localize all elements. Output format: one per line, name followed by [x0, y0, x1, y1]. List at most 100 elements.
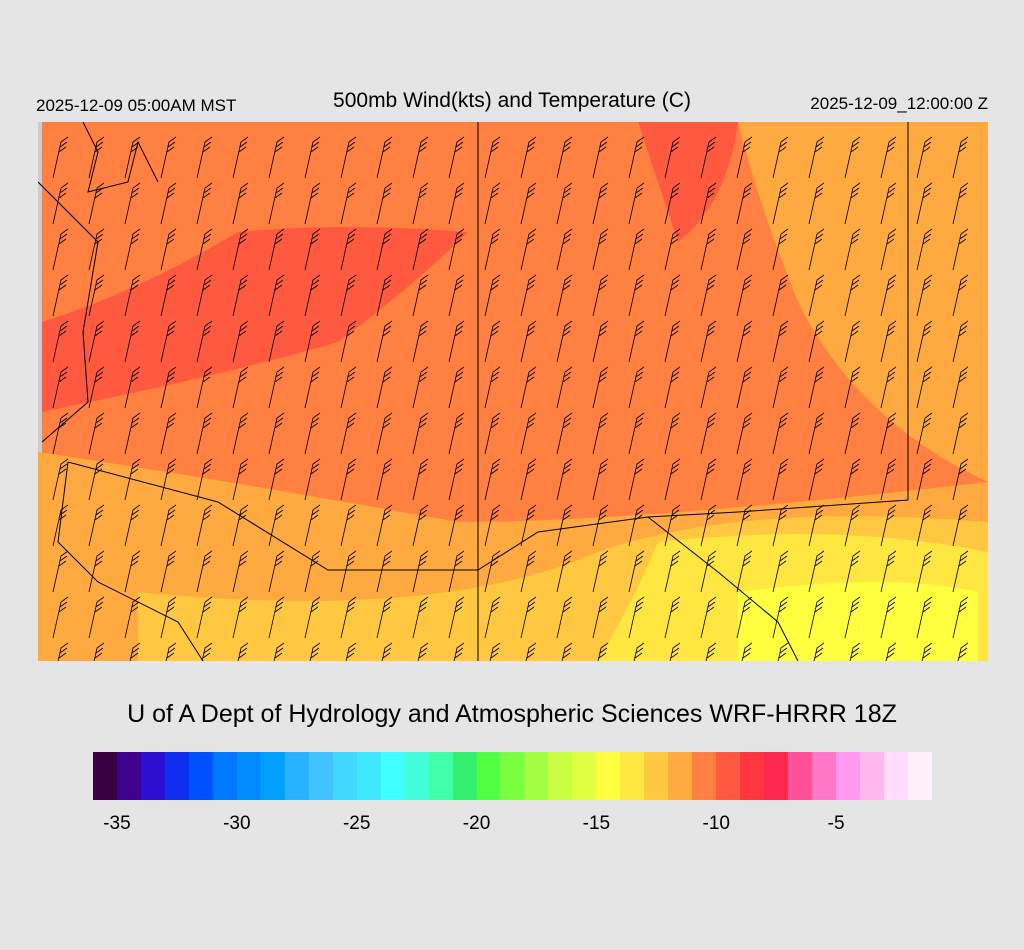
- wind-barb: [160, 458, 177, 501]
- wind-barb: [520, 228, 537, 271]
- wind-barb: [880, 228, 897, 271]
- wind-barb: [844, 320, 861, 363]
- wind-barb: [700, 504, 717, 547]
- wind-barb: [592, 366, 609, 409]
- wind-barb: [628, 228, 645, 271]
- wind-barb: [664, 136, 681, 179]
- colorbar-cell: [428, 752, 453, 800]
- wind-barb: [304, 228, 321, 271]
- wind-barb: [952, 412, 969, 455]
- wind-barb: [124, 504, 141, 547]
- wind-barb: [525, 642, 537, 661]
- wind-barb: [160, 274, 177, 317]
- wind-barb: [268, 366, 285, 409]
- wind-barb: [556, 366, 573, 409]
- wind-barb: [304, 550, 321, 593]
- wind-barb: [592, 504, 609, 547]
- wind-barb: [880, 274, 897, 317]
- wind-barb: [664, 320, 681, 363]
- wind-barb: [556, 228, 573, 271]
- wind-barb: [268, 136, 285, 179]
- wind-barb: [196, 366, 213, 409]
- wind-barb: [844, 274, 861, 317]
- wind-barb: [700, 274, 717, 317]
- wind-barb: [268, 504, 285, 547]
- wind-barb: [916, 596, 933, 639]
- wind-barb: [412, 504, 429, 547]
- colorbar-cell: [596, 752, 621, 800]
- wind-barb: [952, 458, 969, 501]
- wind-barb: [484, 366, 501, 409]
- wind-barb: [880, 550, 897, 593]
- wind-barb: [448, 182, 465, 225]
- wind-barb: [844, 228, 861, 271]
- wind-barb: [484, 228, 501, 271]
- wind-barb: [88, 550, 105, 593]
- wind-barb: [196, 320, 213, 363]
- colorbar-cell: [356, 752, 381, 800]
- wind-barb: [520, 458, 537, 501]
- wind-barb: [736, 274, 753, 317]
- colorbar: [93, 752, 932, 800]
- wind-barb: [520, 504, 537, 547]
- wind-barb: [952, 366, 969, 409]
- wind-barb: [808, 596, 825, 639]
- wind-barb: [273, 642, 285, 661]
- colorbar-cell: [236, 752, 261, 800]
- colorbar-cell: [524, 752, 549, 800]
- wind-barb: [808, 228, 825, 271]
- wind-barb: [412, 458, 429, 501]
- colorbar-cell: [668, 752, 693, 800]
- wind-barb: [880, 182, 897, 225]
- wind-barb: [664, 228, 681, 271]
- wind-barb: [772, 136, 789, 179]
- wind-barb: [772, 274, 789, 317]
- wind-barb: [232, 412, 249, 455]
- wind-barb: [952, 550, 969, 593]
- colorbar-cell: [788, 752, 813, 800]
- wind-barb: [700, 366, 717, 409]
- wind-barb: [592, 136, 609, 179]
- wind-barb: [628, 366, 645, 409]
- wind-barb: [304, 136, 321, 179]
- wind-barb: [489, 642, 501, 661]
- wind-barb: [556, 320, 573, 363]
- wind-barb: [916, 504, 933, 547]
- wind-barb: [376, 550, 393, 593]
- wind-barb: [412, 412, 429, 455]
- wind-barb: [592, 228, 609, 271]
- wind-barb: [777, 642, 789, 661]
- wind-barb: [808, 274, 825, 317]
- wind-barb: [736, 596, 753, 639]
- wind-barb: [52, 458, 69, 501]
- wind-barb: [52, 228, 69, 271]
- wind-barb: [520, 412, 537, 455]
- wind-barb: [952, 136, 969, 179]
- wind-barb: [592, 550, 609, 593]
- wind-barb: [304, 412, 321, 455]
- wind-barb: [628, 596, 645, 639]
- wind-barb: [885, 642, 897, 661]
- colorbar-cell: [380, 752, 405, 800]
- wind-barb: [772, 412, 789, 455]
- wind-barb: [808, 366, 825, 409]
- wind-barb: [664, 550, 681, 593]
- wind-barb: [880, 136, 897, 179]
- wind-barb: [124, 274, 141, 317]
- wind-barb: [664, 366, 681, 409]
- wind-barb: [448, 596, 465, 639]
- wind-barb: [376, 366, 393, 409]
- colorbar-cell: [692, 752, 717, 800]
- colorbar-cell: [284, 752, 309, 800]
- wind-barb: [556, 136, 573, 179]
- wind-barb: [268, 228, 285, 271]
- wind-barb: [808, 320, 825, 363]
- wind-barb: [556, 458, 573, 501]
- wind-barb: [736, 136, 753, 179]
- wind-barb: [165, 642, 177, 661]
- wind-barb: [129, 642, 141, 661]
- wind-barb: [772, 550, 789, 593]
- colorbar-cell: [93, 752, 117, 800]
- wind-barb: [556, 550, 573, 593]
- colorbar-label: -30: [223, 813, 251, 834]
